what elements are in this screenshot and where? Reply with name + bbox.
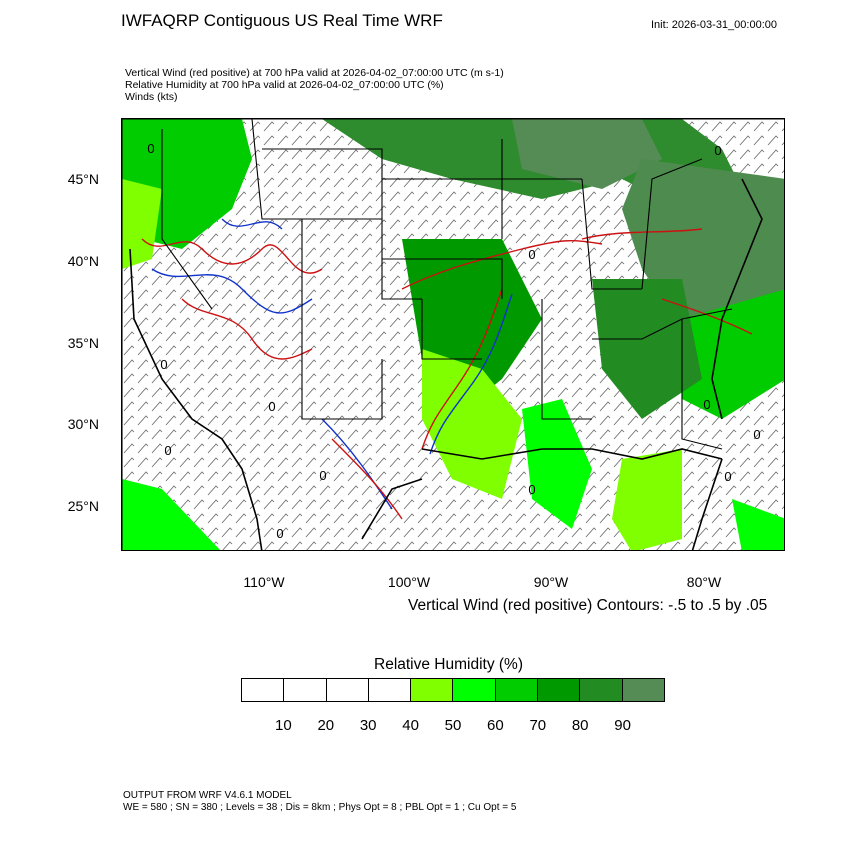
legend-label: 80 — [571, 717, 589, 734]
model-info: OUTPUT FROM WRF V4.6.1 MODEL — [123, 790, 292, 801]
contour-label: 0 — [753, 427, 760, 442]
humidity-shading — [122, 119, 784, 550]
lat-label: 35°N — [67, 335, 99, 351]
legend-color-box — [368, 679, 412, 701]
subtitle-vertical-wind: Vertical Wind (red positive) at 700 hPa … — [125, 67, 504, 79]
state-boundaries — [122, 119, 784, 550]
lon-label: 80°W — [686, 574, 722, 590]
legend-color-box — [538, 679, 581, 701]
legend-label: 10 — [275, 717, 292, 734]
contour-zero-labels: 0 0 0 0 0 0 0 0 0 0 0 0 — [147, 141, 760, 541]
init-time: Init: 2026-03-31_00:00:00 — [651, 19, 777, 31]
legend-label: 70 — [529, 717, 547, 734]
legend-label: 40 — [402, 717, 419, 734]
map-panel: 0 0 0 0 0 0 0 0 0 0 0 0 — [121, 118, 785, 551]
subtitle-relative-humidity: Relative Humidity at 700 hPa valid at 20… — [125, 79, 444, 91]
legend-color-box — [495, 679, 539, 701]
legend-color-box — [453, 679, 496, 701]
legend-label: 20 — [317, 717, 335, 734]
contour-label: 0 — [276, 526, 283, 541]
legend-label: 30 — [359, 717, 377, 734]
lat-label: 25°N — [67, 498, 99, 514]
contour-label: 0 — [319, 468, 326, 483]
contour-label: 0 — [528, 247, 535, 262]
subtitle-winds: Winds (kts) — [125, 91, 178, 103]
contour-label: 0 — [160, 357, 167, 372]
lon-label: 110°W — [243, 574, 285, 590]
contour-label: 0 — [724, 469, 731, 484]
lat-label: 45°N — [67, 171, 99, 187]
model-config: WE = 580 ; SN = 380 ; Levels = 38 ; Dis … — [123, 802, 517, 813]
contour-label: 0 — [714, 143, 721, 158]
legend-color-box — [411, 679, 454, 701]
contour-label: 0 — [703, 397, 710, 412]
lat-label: 40°N — [67, 253, 99, 269]
lon-label: 100°W — [387, 574, 431, 590]
legend-label: 90 — [614, 717, 631, 734]
legend-color-box — [242, 679, 285, 701]
legend-label: 50 — [444, 717, 462, 734]
contour-label: 0 — [164, 443, 171, 458]
legend-color-box — [622, 679, 664, 701]
legend-title: Relative Humidity (%) — [374, 656, 524, 673]
contour-label: 0 — [268, 399, 275, 414]
contour-label: 0 — [528, 482, 535, 497]
lon-label: 90°W — [533, 574, 569, 590]
contour-note: Vertical Wind (red positive) Contours: -… — [408, 597, 768, 614]
legend-label: 60 — [487, 717, 504, 734]
chart-title: IWFAQRP Contiguous US Real Time WRF — [121, 11, 443, 30]
map-canvas: 0 0 0 0 0 0 0 0 0 0 0 0 — [122, 119, 784, 550]
contour-label: 0 — [147, 141, 154, 156]
color-legend — [241, 678, 665, 702]
lat-label: 30°N — [67, 416, 99, 432]
legend-color-box — [284, 679, 327, 701]
legend-color-box — [580, 679, 623, 701]
legend-color-box — [326, 679, 369, 701]
